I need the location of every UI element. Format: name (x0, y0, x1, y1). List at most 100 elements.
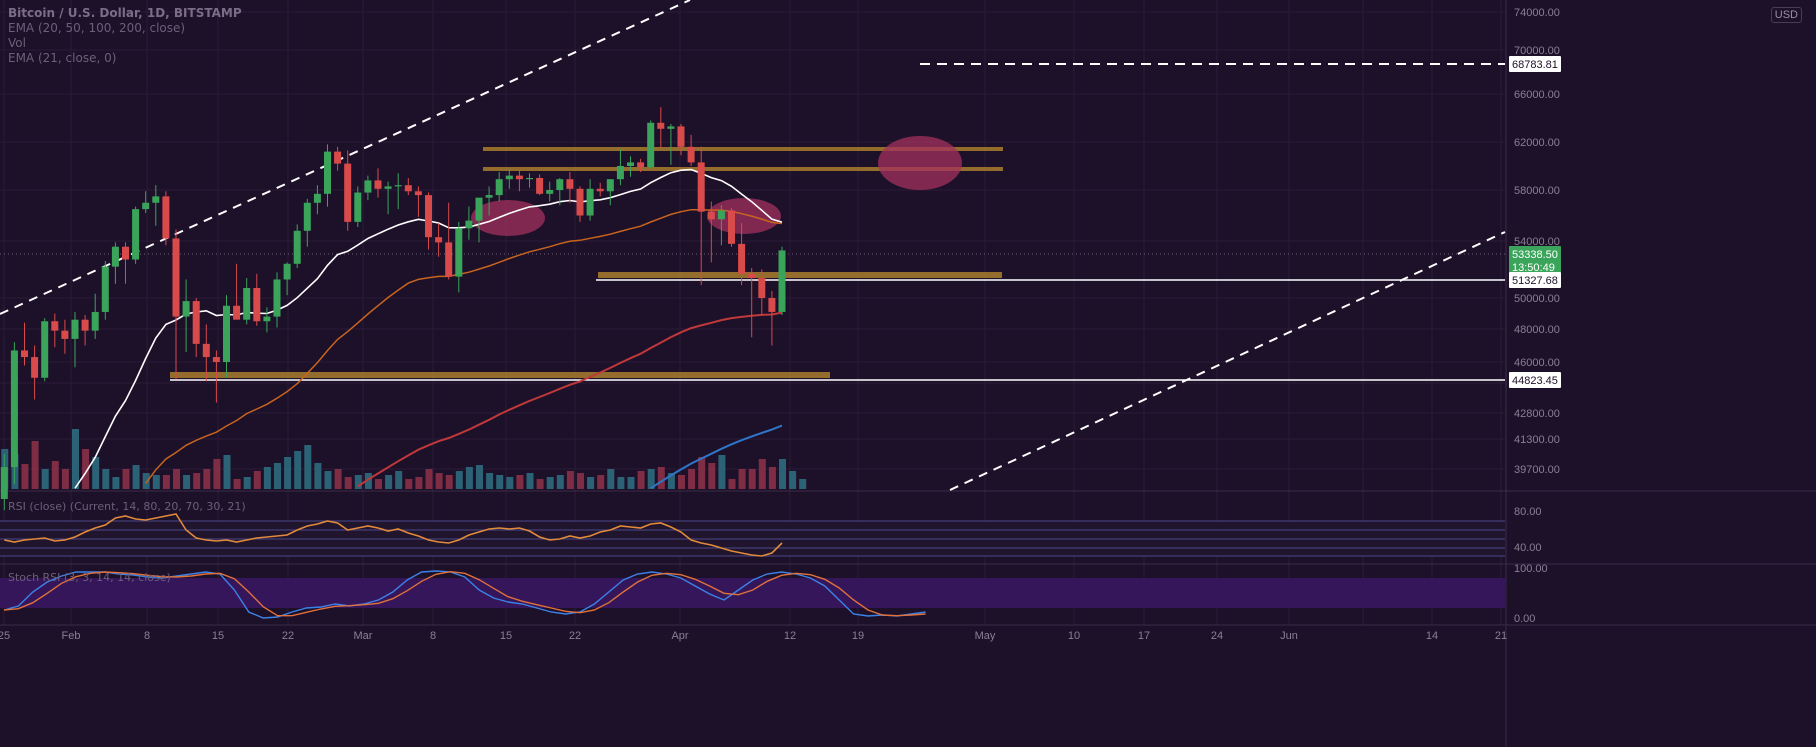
candle-body (687, 146, 695, 163)
candle-body (71, 319, 79, 339)
volume-bar (294, 451, 302, 489)
time-tick-label: Feb (62, 630, 81, 642)
volume-bar (31, 441, 39, 489)
volume-bar (92, 457, 100, 489)
ema200-line (650, 424, 783, 490)
volume-bar (21, 464, 29, 489)
candle (81, 315, 89, 346)
candle (202, 324, 210, 382)
price-tag: 44823.45 (1509, 372, 1561, 388)
candle-body (616, 166, 624, 180)
candle (748, 268, 756, 338)
candle (627, 156, 634, 177)
rsi-pane (0, 513, 1505, 557)
level-price-label: 68783.81 (1512, 59, 1558, 71)
lower-channel-line (949, 231, 1506, 491)
volume-bar (223, 455, 231, 489)
candle-body (677, 126, 685, 147)
volume-bar (415, 477, 423, 489)
candle-body (404, 185, 412, 192)
resistance-zone-lower (483, 167, 1003, 171)
price-tag: 68783.81 (1509, 56, 1561, 72)
candle (717, 205, 725, 246)
volume-bar (385, 475, 393, 489)
time-tick-label: 17 (1138, 630, 1150, 642)
candle (101, 260, 109, 320)
candle (526, 173, 533, 188)
level-price-label: 44823.45 (1512, 375, 1558, 387)
candle-body (505, 175, 513, 180)
time-tick-label: Mar (354, 630, 373, 642)
candle-body (465, 220, 473, 229)
candle (586, 179, 594, 221)
price-tick-label: 48000.00 (1514, 324, 1560, 336)
mid-zone (598, 272, 1002, 278)
candle (425, 192, 432, 250)
candle-body (273, 279, 281, 317)
price-tick-label: 70000.00 (1514, 45, 1560, 57)
ema100-line (357, 311, 783, 488)
candle (768, 290, 776, 346)
candle-body (394, 185, 402, 187)
candle-body (768, 298, 776, 312)
candle-body (223, 305, 230, 362)
volume-bar (587, 477, 595, 489)
candle (455, 221, 463, 293)
candle (738, 223, 746, 286)
candle (51, 313, 59, 348)
volume-bar (496, 475, 504, 489)
candle-body (91, 311, 99, 331)
candle-body (526, 178, 533, 180)
candle (404, 178, 412, 196)
volume-bar (526, 473, 534, 489)
volume-bar (486, 473, 494, 489)
candle (263, 307, 271, 333)
volume-bar (304, 445, 312, 489)
candle (132, 206, 140, 264)
candle (465, 206, 473, 240)
volume-bar (173, 469, 180, 489)
volume-bar (51, 461, 59, 489)
volume-bar (556, 475, 564, 489)
candle (162, 191, 170, 246)
candle (212, 350, 220, 403)
time-tick-label: 15 (212, 630, 224, 642)
candle-body (738, 243, 746, 274)
candle (152, 185, 160, 226)
time-tick-label: 10 (1068, 630, 1080, 642)
candle (253, 273, 261, 326)
volume-bar (233, 479, 241, 489)
price-tick-label: 54000.00 (1514, 236, 1560, 248)
time-axis: 25 Feb 8 15 22 Mar 8 15 22 Apr 12 19 May 10 17 24 Jun 14 2… (0, 630, 1507, 642)
candle (677, 124, 685, 156)
candle (515, 170, 523, 192)
volume-bar (566, 471, 574, 489)
candle-body (546, 190, 554, 194)
candle-body (303, 202, 311, 231)
candle-body (485, 195, 493, 198)
volume-bar (577, 473, 584, 489)
volume-bar (263, 467, 271, 489)
price-tick-label: 42800.00 (1514, 408, 1560, 420)
volume-bar (112, 477, 120, 489)
volume-bar (768, 467, 776, 489)
volume-bar (617, 477, 625, 489)
stoch-d-line (3, 570, 926, 617)
candle (414, 186, 422, 217)
candle (192, 298, 200, 358)
candle-body (142, 202, 150, 210)
candle (495, 172, 503, 202)
candle (566, 172, 574, 203)
volume-bar (183, 475, 191, 489)
volume-bar (61, 469, 69, 489)
currency-button[interactable]: USD (1770, 7, 1802, 23)
price-tick-label: 74000.00 (1514, 7, 1560, 19)
price-tick-label: 62000.00 (1514, 137, 1560, 149)
upper-channel-line (0, 0, 691, 315)
candle (111, 242, 119, 284)
volume-bar (102, 469, 110, 489)
volume-bar (536, 479, 544, 489)
candle (233, 263, 241, 320)
candle (435, 223, 443, 257)
